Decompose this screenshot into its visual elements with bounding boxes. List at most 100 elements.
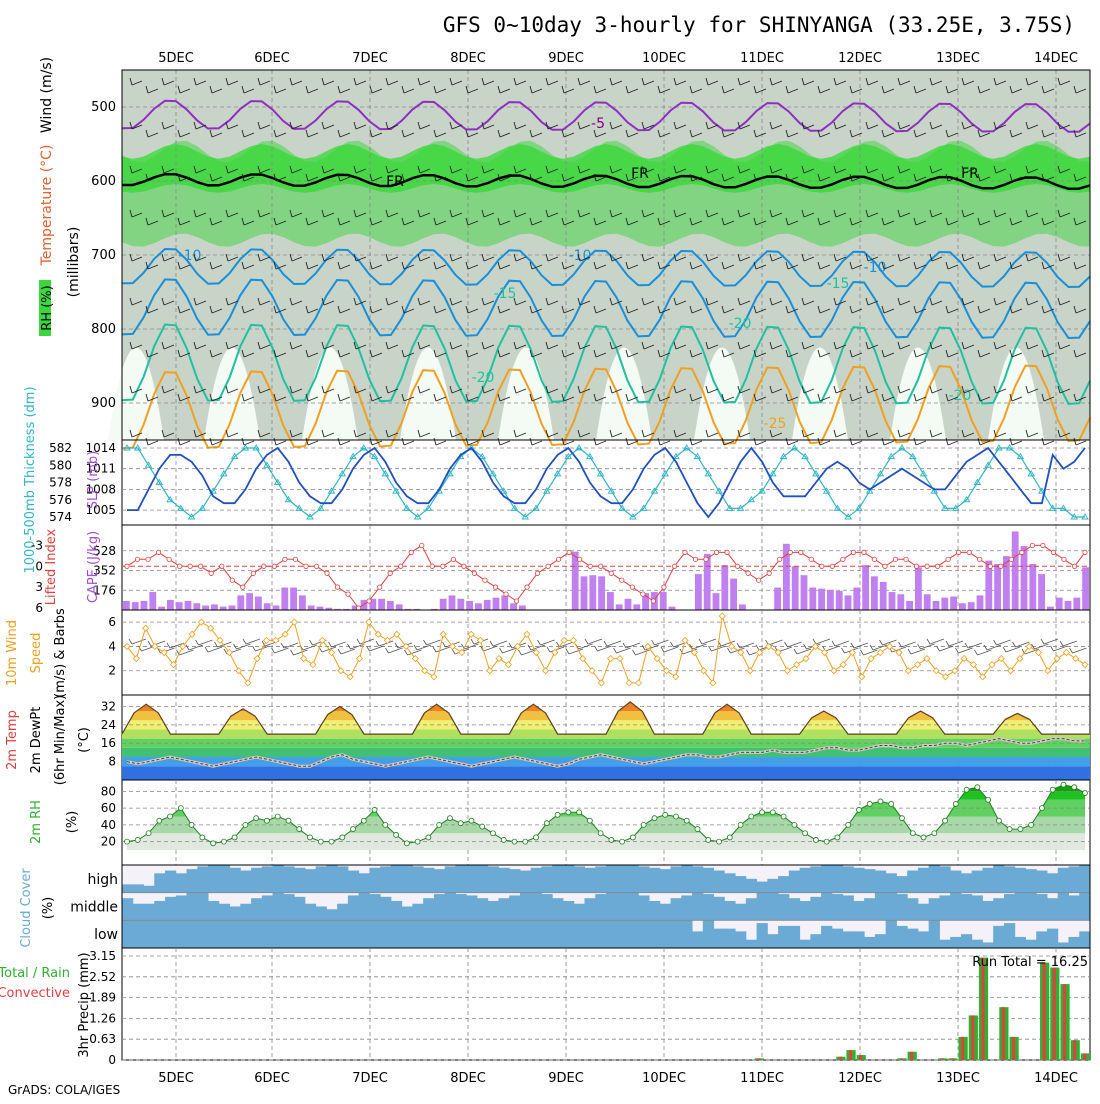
- wind-barb: [161, 253, 175, 262]
- isotherm-line: [121, 278, 1091, 340]
- wind-barb: [651, 639, 669, 646]
- wind-barb: [785, 261, 799, 270]
- wind-barb: [945, 85, 959, 94]
- wind-barb: [321, 385, 335, 394]
- day-label: 8DEC: [450, 51, 486, 66]
- wind-barb: [369, 261, 383, 270]
- wind-speed-point: [467, 630, 475, 638]
- cloud-bar: [1079, 931, 1091, 948]
- precip-convective-bar: [859, 1055, 863, 1060]
- lifted-index-point: [187, 563, 193, 569]
- wind-barb: [513, 297, 527, 306]
- wind-speed-point: [142, 624, 150, 632]
- wind-barb: [385, 297, 399, 306]
- rh-point: [673, 813, 679, 820]
- day-label: 5DEC: [158, 1071, 194, 1086]
- cape-bar: [501, 595, 509, 610]
- thickness-point: [467, 444, 476, 451]
- wind-barb: [801, 209, 815, 218]
- cape-bar: [263, 603, 271, 610]
- wind-barb: [1073, 305, 1087, 314]
- wind-barb: [481, 77, 495, 86]
- cloud-bar: [810, 866, 822, 893]
- wind-speed-point: [253, 655, 261, 663]
- cape-bar: [158, 606, 165, 610]
- wind-barb: [1073, 85, 1087, 94]
- wind-barb: [993, 165, 1007, 174]
- precip-convective-bar: [838, 1056, 842, 1060]
- lifted-index-point: [945, 556, 951, 562]
- thickness-line: [127, 447, 1085, 518]
- wind-speed-point: [914, 661, 922, 669]
- thickness-point: [650, 487, 659, 494]
- wind-barb: [529, 437, 543, 446]
- wind-barb: [769, 77, 783, 86]
- rh-point: [780, 813, 787, 820]
- wind-barb: [145, 129, 159, 138]
- wind-speed-point: [123, 642, 131, 650]
- cloud-bar: [380, 920, 392, 948]
- cloud-bar: [498, 867, 510, 893]
- wind-barb: [641, 429, 655, 438]
- thickness-point: [908, 452, 917, 460]
- wind-barb: [1069, 647, 1087, 654]
- rh-dry-tongue: [204, 347, 260, 440]
- cape-bar: [871, 576, 878, 610]
- wind-barb: [881, 261, 895, 270]
- wind-barb: [1002, 646, 1021, 653]
- wind-barb: [625, 261, 639, 270]
- wind-barb: [401, 85, 415, 94]
- wind-barb: [353, 341, 367, 350]
- wind-barb: [801, 385, 815, 394]
- wind-barb: [929, 209, 943, 218]
- wind-barb: [353, 297, 367, 306]
- wind-barb: [1057, 209, 1071, 218]
- cloud-bar: [595, 894, 607, 921]
- axis-label-cloud: Cloud Cover: [19, 868, 34, 948]
- wind-barb: [337, 349, 351, 358]
- rh-point: [414, 838, 421, 845]
- wind-speed-point: [681, 636, 689, 644]
- cape-bar: [307, 605, 315, 610]
- thickness-point: [187, 513, 196, 520]
- cloud-bar: [390, 920, 403, 948]
- wind-barb: [577, 165, 591, 174]
- cloud-bar: [261, 866, 274, 893]
- wind-barb: [833, 121, 847, 130]
- wind-barb: [1073, 129, 1087, 138]
- thickness-point: [833, 504, 842, 511]
- lifted-index-point: [766, 570, 772, 576]
- cloud-bar: [358, 873, 370, 893]
- wind-barb: [433, 85, 447, 94]
- wind-barb: [257, 77, 271, 86]
- rh-point: [640, 821, 647, 828]
- wind-barb: [465, 217, 479, 226]
- wind-barb: [401, 261, 415, 270]
- wind-barb: [513, 209, 527, 218]
- thickness-point: [338, 470, 347, 477]
- cloud-bar: [186, 892, 198, 921]
- wind-speed-point: [811, 642, 819, 650]
- cloud-bar: [1079, 865, 1091, 893]
- wind-speed-point: [504, 661, 512, 669]
- wind-barb: [945, 437, 959, 446]
- rh-point: [1028, 821, 1035, 828]
- rh-point: [167, 813, 173, 820]
- slp-tick-label: 1014: [85, 441, 116, 455]
- wind-barb: [481, 121, 495, 130]
- cloud-bar: [423, 867, 435, 893]
- wind-barb: [913, 261, 927, 270]
- thickness-point: [273, 478, 282, 485]
- cloud-bar: [724, 873, 736, 893]
- wind-barb: [977, 393, 991, 402]
- wind-barb: [481, 385, 495, 394]
- wind-speed-point: [718, 612, 726, 620]
- axis-label-temp: Temperature (°C): [39, 145, 55, 267]
- cape-bar: [888, 592, 896, 610]
- contour-label: -10: [569, 248, 592, 264]
- cloud-bar: [960, 934, 973, 948]
- wind-barb: [705, 77, 719, 86]
- rh-point: [371, 806, 378, 813]
- cloud-bar: [519, 870, 532, 893]
